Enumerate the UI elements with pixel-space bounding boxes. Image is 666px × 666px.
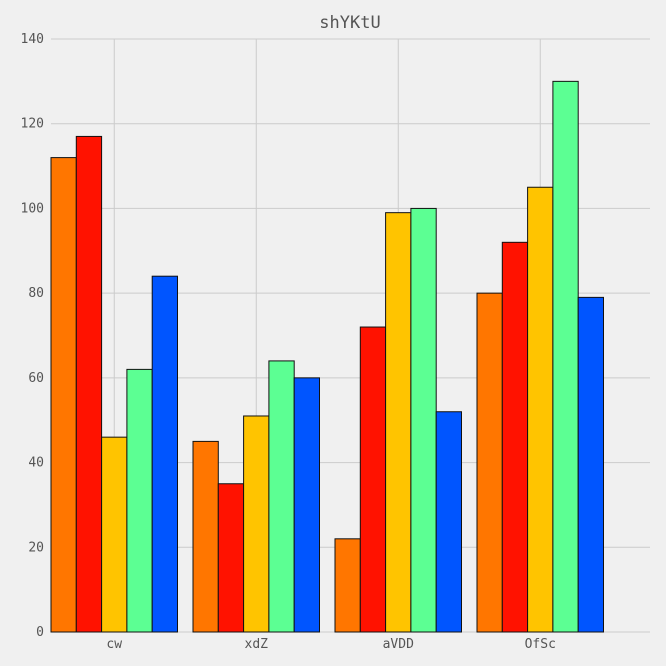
bar bbox=[293, 377, 321, 633]
bar bbox=[334, 538, 361, 633]
bar bbox=[217, 483, 245, 633]
y-tick-label: 60 bbox=[28, 371, 44, 386]
bar bbox=[410, 207, 437, 633]
y-tick-label: 140 bbox=[21, 32, 44, 47]
bar bbox=[268, 360, 295, 633]
x-axis-ticks: cw xdZ aVDD OfSc bbox=[106, 637, 555, 652]
x-tick-label: xdZ bbox=[245, 637, 269, 652]
y-tick-label: 0 bbox=[36, 625, 44, 640]
y-axis-ticks: 0 20 40 60 80 100 120 140 bbox=[21, 32, 44, 640]
x-tick-label: OfSc bbox=[525, 637, 556, 652]
x-tick-label: cw bbox=[106, 637, 122, 652]
bar bbox=[501, 241, 529, 633]
y-tick-label: 40 bbox=[28, 456, 44, 471]
bar bbox=[527, 186, 554, 633]
bar bbox=[577, 296, 605, 633]
bar bbox=[192, 440, 219, 633]
bar bbox=[126, 368, 153, 633]
y-tick-label: 20 bbox=[28, 540, 44, 555]
y-tick-label: 120 bbox=[21, 117, 44, 132]
y-tick-label: 80 bbox=[28, 286, 44, 301]
bar bbox=[75, 135, 103, 633]
bar bbox=[552, 80, 579, 633]
bar bbox=[359, 326, 387, 633]
bar bbox=[435, 411, 463, 633]
bar bbox=[101, 436, 128, 633]
bar bbox=[476, 292, 503, 633]
y-tick-label: 100 bbox=[21, 201, 44, 216]
bar bbox=[50, 157, 77, 633]
chart-title: shYKtU bbox=[319, 13, 380, 33]
x-tick-label: aVDD bbox=[383, 637, 414, 652]
bar bbox=[243, 415, 270, 633]
bar bbox=[151, 275, 178, 633]
bar bbox=[385, 212, 412, 633]
bars bbox=[50, 80, 605, 633]
